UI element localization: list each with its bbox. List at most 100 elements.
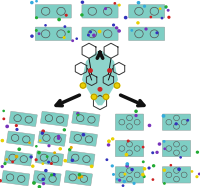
Circle shape [77,113,79,115]
Circle shape [153,165,155,167]
Circle shape [165,7,166,8]
Circle shape [45,25,46,26]
Circle shape [118,4,120,6]
Circle shape [63,129,65,131]
Circle shape [42,163,43,164]
Circle shape [161,17,163,19]
Circle shape [89,69,92,72]
Circle shape [31,2,33,4]
Circle shape [6,159,7,160]
Circle shape [137,22,139,24]
Circle shape [80,83,86,88]
Circle shape [32,165,34,167]
FancyBboxPatch shape [64,171,92,186]
Circle shape [148,167,150,169]
Circle shape [46,156,48,157]
Circle shape [125,17,127,19]
Circle shape [142,174,144,176]
Circle shape [38,33,40,34]
Circle shape [116,178,118,180]
Circle shape [58,18,60,21]
Circle shape [6,125,8,127]
FancyBboxPatch shape [2,171,30,186]
FancyBboxPatch shape [35,27,71,41]
Circle shape [15,155,18,158]
Circle shape [42,130,44,132]
Circle shape [36,1,37,2]
Circle shape [196,151,198,153]
Circle shape [41,132,43,134]
Circle shape [36,17,37,19]
FancyBboxPatch shape [82,5,118,18]
Circle shape [4,163,6,164]
Circle shape [98,30,101,33]
Circle shape [48,161,50,163]
Circle shape [105,8,106,9]
Circle shape [163,169,165,171]
Circle shape [145,28,147,30]
Circle shape [114,83,120,88]
Circle shape [175,123,177,125]
Circle shape [72,40,73,41]
Circle shape [118,30,120,32]
Circle shape [103,94,109,99]
Circle shape [63,37,65,38]
Circle shape [178,168,180,170]
Circle shape [119,179,121,181]
FancyBboxPatch shape [40,111,69,127]
Circle shape [15,125,17,126]
Circle shape [170,165,171,166]
Circle shape [53,174,55,176]
Circle shape [36,30,37,31]
Circle shape [156,151,158,153]
Circle shape [187,120,188,121]
Circle shape [158,143,161,145]
FancyBboxPatch shape [67,151,95,166]
Circle shape [58,135,59,137]
Circle shape [65,14,67,16]
Circle shape [33,182,35,184]
FancyBboxPatch shape [38,131,66,146]
Circle shape [162,115,165,117]
Circle shape [131,169,133,171]
FancyBboxPatch shape [115,114,144,130]
Circle shape [180,157,181,158]
Circle shape [127,140,129,142]
Circle shape [0,180,1,182]
Circle shape [159,8,161,9]
Circle shape [116,27,118,29]
FancyBboxPatch shape [33,171,61,186]
Circle shape [38,152,40,154]
Circle shape [18,148,20,150]
Circle shape [48,145,50,147]
FancyBboxPatch shape [72,111,100,127]
FancyBboxPatch shape [162,114,191,130]
Circle shape [168,16,170,18]
Circle shape [1,139,3,142]
Circle shape [156,32,158,34]
Circle shape [35,159,37,161]
Circle shape [152,152,154,154]
FancyBboxPatch shape [115,167,144,183]
FancyBboxPatch shape [115,140,144,157]
Circle shape [78,177,80,178]
Circle shape [30,156,32,158]
Circle shape [38,186,41,188]
FancyBboxPatch shape [35,5,71,18]
Circle shape [69,149,71,151]
Circle shape [191,171,193,172]
Circle shape [82,134,85,136]
Circle shape [142,146,144,148]
Circle shape [106,159,108,160]
Circle shape [126,165,128,167]
FancyBboxPatch shape [129,5,165,18]
Circle shape [143,168,146,170]
FancyBboxPatch shape [162,140,191,157]
Circle shape [16,129,18,130]
Circle shape [90,31,91,33]
Circle shape [137,2,140,4]
Circle shape [51,174,53,176]
Circle shape [3,118,5,120]
Circle shape [108,69,111,72]
Circle shape [124,173,126,175]
